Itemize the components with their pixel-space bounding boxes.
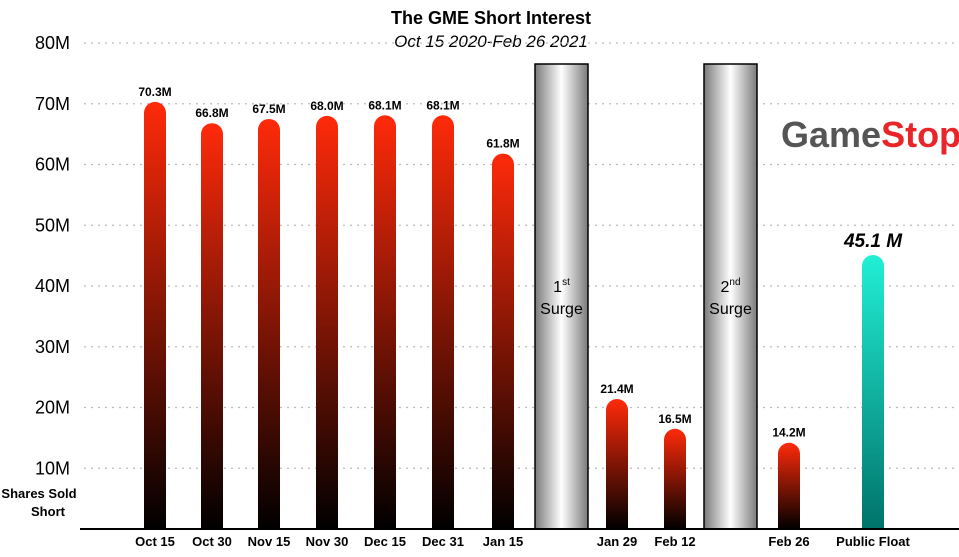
y-axis-label: Shares Sold Short — [1, 486, 76, 519]
short-interest-bar — [432, 115, 454, 529]
gridlines — [84, 42, 955, 469]
y-tick-label: 70M — [35, 94, 70, 114]
chart-subtitle: Oct 15 2020-Feb 26 2021 — [394, 32, 588, 51]
x-tick-label: Nov 30 — [306, 534, 349, 549]
short-interest-bar — [201, 123, 223, 530]
short-interest-bar — [374, 115, 396, 529]
data-label: 66.8M — [195, 106, 228, 120]
data-label: 45.1 M — [843, 231, 903, 252]
short-interest-bar — [144, 101, 166, 530]
data-label: 70.3M — [138, 85, 171, 99]
svg-text:GameStop: GameStop — [781, 114, 959, 155]
surge-ordinal: 2nd — [720, 277, 740, 296]
x-tick-label: Oct 30 — [192, 534, 232, 549]
data-label: 61.8M — [486, 137, 519, 151]
chart-header: The GME Short Interest Oct 15 2020-Feb 2… — [391, 8, 591, 51]
short-interest-bar — [258, 118, 280, 529]
data-label: 21.4M — [600, 382, 633, 396]
x-tick-label: Feb 26 — [768, 534, 809, 549]
gamestop-logo: GameStop — [781, 114, 959, 155]
surge-bar — [703, 63, 758, 530]
short-interest-bar — [492, 153, 515, 529]
public-float-bar — [862, 255, 885, 529]
data-bars: 70.3M 66.8M 67.5M 68.0M 68.1M 68.1M 61.8M 21.4M… — [138, 85, 903, 530]
data-label: 67.5M — [252, 102, 285, 116]
data-label: 14.2M — [772, 426, 805, 440]
x-tick-label: Public Float — [836, 534, 910, 549]
y-tick-label: 80M — [35, 33, 70, 53]
surge-bar — [534, 63, 589, 530]
data-label: 68.1M — [368, 98, 401, 112]
x-axis-ticks: Oct 15 Oct 30 Nov 15 Nov 30 Dec 15 Dec 31 Jan … — [135, 534, 910, 549]
surge-bars: 1st Surge 2nd Surge — [534, 63, 758, 530]
y-tick-label: 60M — [35, 155, 70, 175]
data-label: 16.5M — [658, 412, 691, 426]
y-axis-ticks: 10M 20M 30M 40M 50M 60M 70M 80M — [35, 33, 70, 478]
x-tick-label: Oct 15 — [135, 534, 175, 549]
y-tick-label: 40M — [35, 276, 70, 296]
chart-title: The GME Short Interest — [391, 8, 591, 28]
x-tick-label: Jan 29 — [597, 534, 637, 549]
logo-game-text: Game — [781, 114, 881, 155]
x-tick-label: Feb 12 — [654, 534, 695, 549]
y-axis-label-line-1: Shares Sold — [1, 486, 76, 501]
x-tick-label: Jan 15 — [483, 534, 523, 549]
short-interest-bar — [664, 428, 686, 529]
surge-ordinal: 1st — [553, 277, 570, 296]
short-interest-bar — [316, 115, 338, 529]
short-interest-bar — [778, 442, 800, 529]
surge-word: Surge — [540, 301, 583, 318]
y-tick-label: 30M — [35, 337, 70, 357]
y-tick-label: 20M — [35, 398, 70, 418]
data-label: 68.0M — [310, 99, 343, 113]
short-interest-bar — [606, 398, 628, 529]
x-tick-label: Dec 15 — [364, 534, 406, 549]
data-label: 68.1M — [426, 98, 459, 112]
logo-stop-text: Stop — [881, 114, 959, 155]
y-axis-label-line-2: Short — [31, 504, 66, 519]
surge-word: Surge — [709, 301, 752, 318]
x-tick-label: Dec 31 — [422, 534, 464, 549]
y-tick-label: 10M — [35, 458, 70, 478]
y-tick-label: 50M — [35, 215, 70, 235]
x-tick-label: Nov 15 — [248, 534, 291, 549]
